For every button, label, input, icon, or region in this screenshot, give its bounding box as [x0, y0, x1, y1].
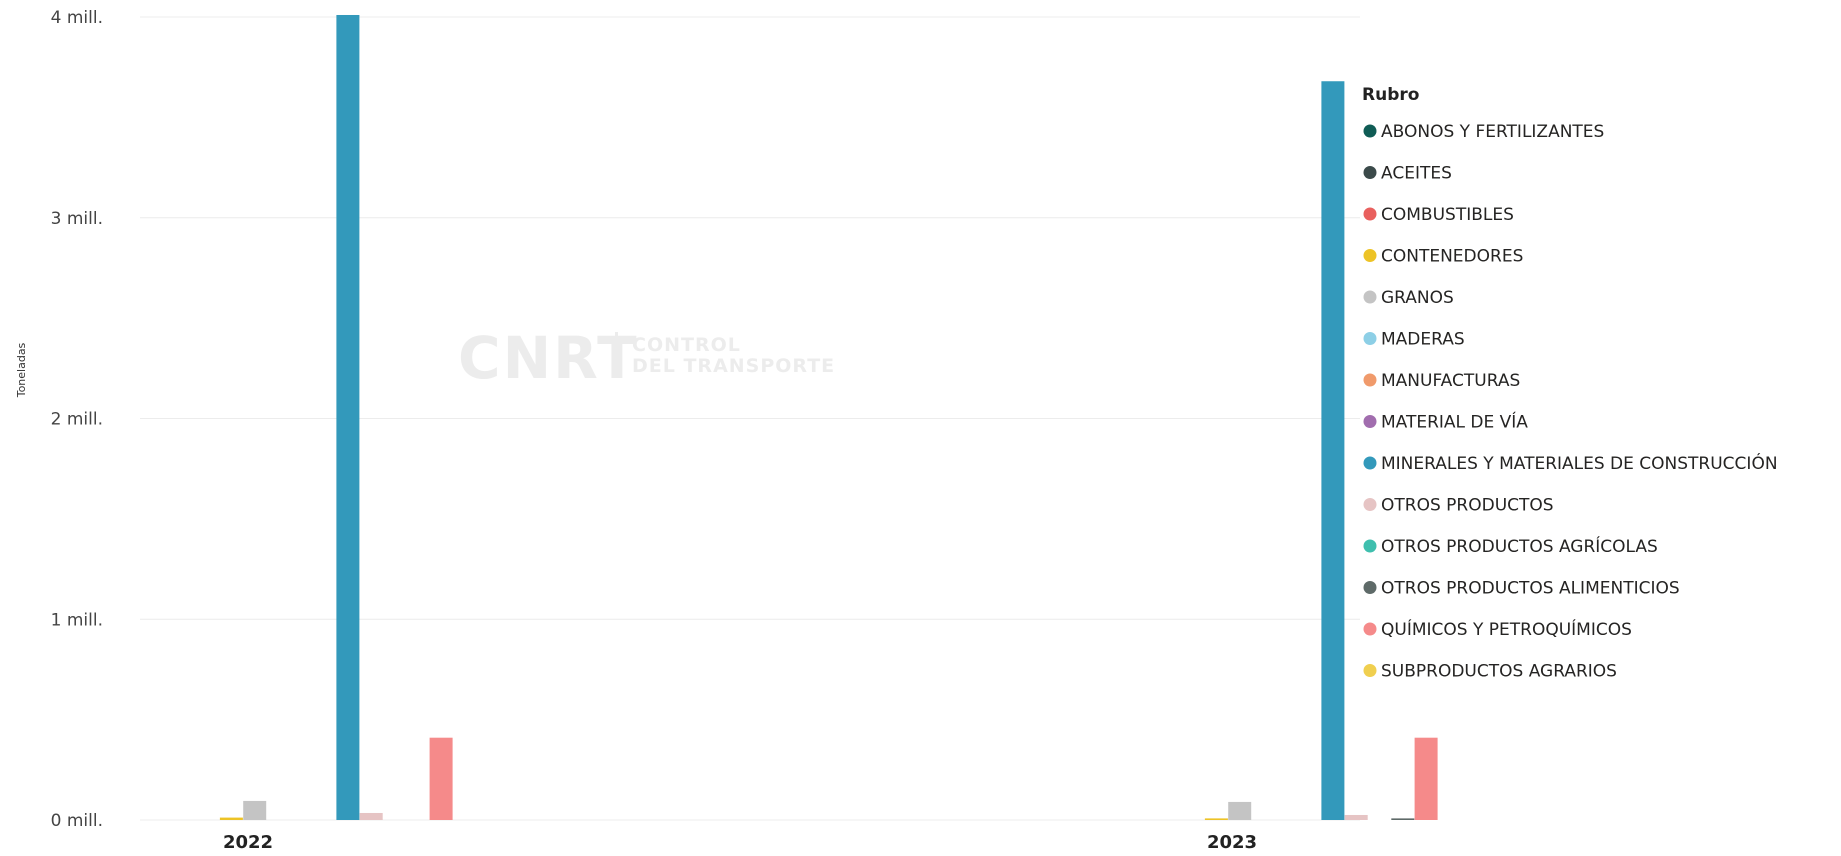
legend-label: COMBUSTIBLES: [1381, 205, 1514, 225]
y-tick-label: 2 mill.: [51, 410, 103, 430]
legend-marker: [1363, 249, 1377, 262]
legend-item[interactable]: ACEITES: [1363, 164, 1452, 184]
y-tick-label: 4 mill.: [51, 8, 103, 28]
legend-marker: [1363, 373, 1377, 387]
legend-marker: [1363, 415, 1377, 428]
legend-item[interactable]: CONTENEDORES: [1363, 247, 1524, 267]
legend-item[interactable]: OTROS PRODUCTOS AGRÍCOLAS: [1363, 535, 1658, 557]
legend-item[interactable]: QUÍMICOS Y PETROQUÍMICOS: [1363, 618, 1632, 640]
legend-item[interactable]: ABONOS Y FERTILIZANTES: [1363, 122, 1605, 142]
watermark-divider: [615, 332, 618, 374]
legend-marker: [1363, 456, 1377, 470]
bar[interactable]: [1204, 818, 1228, 820]
legend-label: CONTENEDORES: [1381, 247, 1523, 267]
y-tick-label: 1 mill.: [51, 610, 103, 630]
legend-marker: [1363, 622, 1377, 636]
gridlines: [140, 16, 1360, 821]
watermark-line2: DEL TRANSPORTE: [632, 355, 835, 377]
legend-item[interactable]: COMBUSTIBLES: [1363, 205, 1514, 225]
legend-item[interactable]: MINERALES Y MATERIALES DE CONSTRUCCIÓN: [1363, 452, 1778, 474]
bar[interactable]: [1391, 818, 1415, 820]
legend-label: MANUFACTURAS: [1381, 371, 1520, 391]
legend-marker: [1363, 581, 1377, 594]
legend-marker: [1363, 207, 1377, 221]
legend-label: GRANOS: [1381, 288, 1454, 308]
legend-label: MATERIAL DE VÍA: [1381, 411, 1528, 433]
legend-items: ABONOS Y FERTILIZANTES ACEITES COMBUSTIBLE…: [1363, 122, 1778, 682]
x-axis-labels: 2022 2023: [223, 832, 1257, 853]
x-tick-label: 2022: [223, 832, 273, 852]
bar[interactable]: [1321, 81, 1345, 821]
watermark-line1: CONTROL: [632, 334, 741, 356]
bar[interactable]: [219, 817, 243, 820]
legend-marker: [1363, 290, 1377, 304]
legend-item[interactable]: MATERIAL DE VÍA: [1363, 411, 1529, 433]
legend-label: ACEITES: [1381, 164, 1452, 184]
cnrt-watermark: CNRT CONTROL DEL TRANSPORTE: [458, 324, 835, 392]
legend: Rubro ABONOS Y FERTILIZANTES ACEITES COMBU…: [1362, 85, 1778, 682]
bar[interactable]: [359, 812, 383, 820]
bar[interactable]: [429, 737, 453, 820]
legend-label: OTROS PRODUCTOS ALIMENTICIOS: [1381, 579, 1680, 599]
bar[interactable]: [1414, 737, 1438, 820]
legend-item[interactable]: MANUFACTURAS: [1363, 371, 1521, 391]
y-axis-ticks: 0 mill. 1 mill. 2 mill. 3 mill. 4 mill.: [51, 8, 103, 831]
y-tick-label: 0 mill.: [51, 811, 103, 831]
bars: [219, 14, 1438, 821]
legend-marker: [1363, 124, 1377, 138]
y-tick-label: 3 mill.: [51, 209, 103, 229]
legend-marker: [1363, 664, 1377, 677]
bar[interactable]: [1228, 801, 1252, 820]
y-axis-label: Toneladas: [15, 342, 28, 398]
legend-marker: [1363, 166, 1377, 179]
x-tick-label: 2023: [1207, 832, 1257, 852]
legend-item[interactable]: GRANOS: [1363, 288, 1454, 308]
bar[interactable]: [336, 14, 360, 821]
legend-label: OTROS PRODUCTOS: [1381, 496, 1554, 516]
legend-label: OTROS PRODUCTOS AGRÍCOLAS: [1381, 535, 1658, 557]
bar[interactable]: [243, 800, 267, 820]
legend-label: MINERALES Y MATERIALES DE CONSTRUCCIÓN: [1381, 452, 1778, 474]
legend-label: ABONOS Y FERTILIZANTES: [1381, 122, 1604, 142]
legend-item[interactable]: OTROS PRODUCTOS: [1363, 496, 1554, 516]
legend-item[interactable]: SUBPRODUCTOS AGRARIOS: [1363, 662, 1617, 682]
legend-marker: [1363, 332, 1377, 345]
legend-label: SUBPRODUCTOS AGRARIOS: [1381, 662, 1617, 682]
watermark-brand: CNRT: [458, 324, 639, 392]
legend-label: QUÍMICOS Y PETROQUÍMICOS: [1381, 618, 1632, 640]
bar[interactable]: [1344, 814, 1368, 820]
legend-title: Rubro: [1362, 85, 1419, 105]
legend-label: MADERAS: [1381, 330, 1465, 350]
legend-item[interactable]: MADERAS: [1363, 330, 1465, 350]
legend-marker: [1363, 539, 1377, 553]
legend-item[interactable]: OTROS PRODUCTOS ALIMENTICIOS: [1363, 579, 1680, 599]
legend-marker: [1363, 498, 1377, 511]
